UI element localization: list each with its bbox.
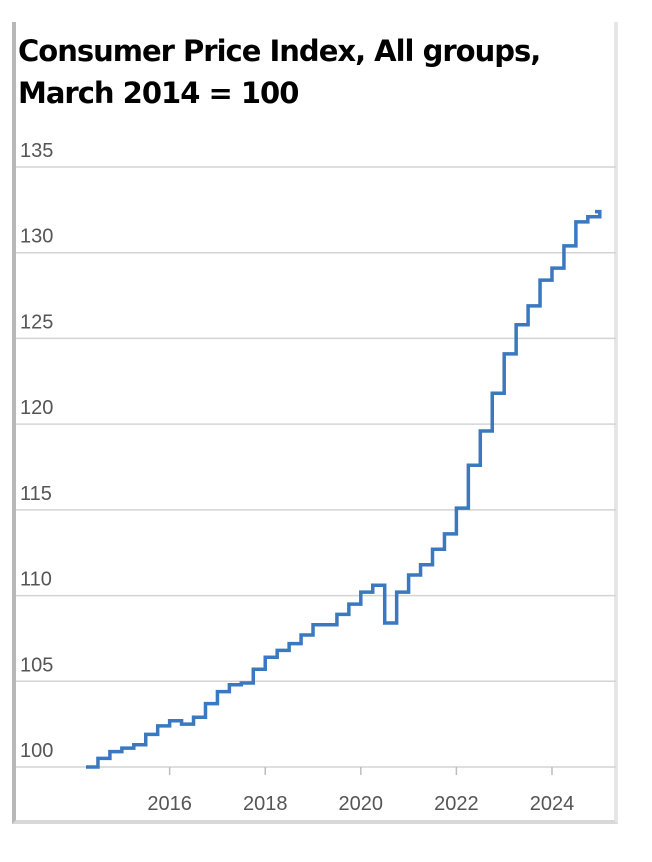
x-tick-label-2018: 2018 [243,793,288,815]
y-tick-label-130: 130 [20,226,53,248]
y-tick-label-120: 120 [20,397,53,419]
x-tick-label-2016: 2016 [147,793,192,815]
series-group [86,209,602,769]
x-tick-label-2024: 2024 [530,793,575,815]
y-axis-ticks: 100 105 110 115 120 125 130 135 [20,140,53,762]
chart-title-line-1: Consumer Price Index, All groups, [18,34,541,68]
y-tick-label-125: 125 [20,311,53,333]
x-tick-label-2022: 2022 [434,793,479,815]
chart-title-line-2: March 2014 = 100 [18,76,299,110]
chart-frame [12,22,618,824]
chart-title: Consumer Price Index, All groups, March … [18,30,608,114]
x-tick-label-2020: 2020 [339,793,384,815]
grid-lines [16,166,616,768]
x-axis-ticks: 2016 2018 2020 2022 2024 [147,767,574,815]
y-tick-label-135: 135 [20,140,53,162]
y-tick-label-105: 105 [20,654,53,676]
y-tick-label-115: 115 [20,483,52,505]
series-line-cpi [86,209,602,769]
y-tick-label-100: 100 [20,740,53,762]
y-tick-label-110: 110 [20,569,52,591]
